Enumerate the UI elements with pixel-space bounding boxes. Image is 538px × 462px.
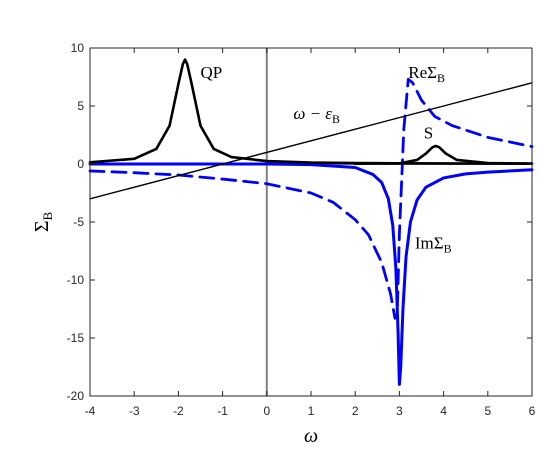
y-tick-label: -20 [67,389,85,403]
y-axis-label: ΣB [31,212,55,233]
x-tick-label: 0 [263,404,270,418]
y-tick-label: 5 [77,99,84,113]
series-line-im-b [88,162,534,386]
x-tick-label: -3 [129,404,140,418]
annotation-S: S [424,123,433,142]
y-tick-label: 0 [77,157,84,171]
x-tick-label: 6 [529,404,536,418]
y-axis-label-sub: B [40,212,55,221]
annotation-layer: QP Sω − εB ReΣB ImΣB [201,63,452,256]
series-line-s [353,144,534,165]
annotation-QP: QP [201,63,223,82]
x-tick-label: -4 [85,404,96,418]
series-line-re-b [88,77,534,320]
x-tick-label: 4 [440,404,447,418]
series-layer [88,58,534,386]
x-axis-label: ω [304,425,318,447]
annotation-omega-minus-eps: ω − εB [293,104,340,126]
y-tick-label: -15 [67,331,85,345]
y-tick-label: -5 [73,215,84,229]
annotation-re-sigma: ReΣB [408,63,445,85]
x-tick-label: 1 [308,404,315,418]
x-tick-label: 2 [352,404,359,418]
x-tick-label: -2 [173,404,184,418]
annotation-im-sigma: ImΣB [415,234,452,256]
series-line--b [89,82,533,200]
y-tick-label: 10 [71,41,85,55]
x-tick-label: -1 [217,404,228,418]
x-tick-label: 3 [396,404,403,418]
y-tick-label: -10 [67,273,85,287]
y-axis-label-main: Σ [31,221,53,233]
x-tick-label: 5 [484,404,491,418]
